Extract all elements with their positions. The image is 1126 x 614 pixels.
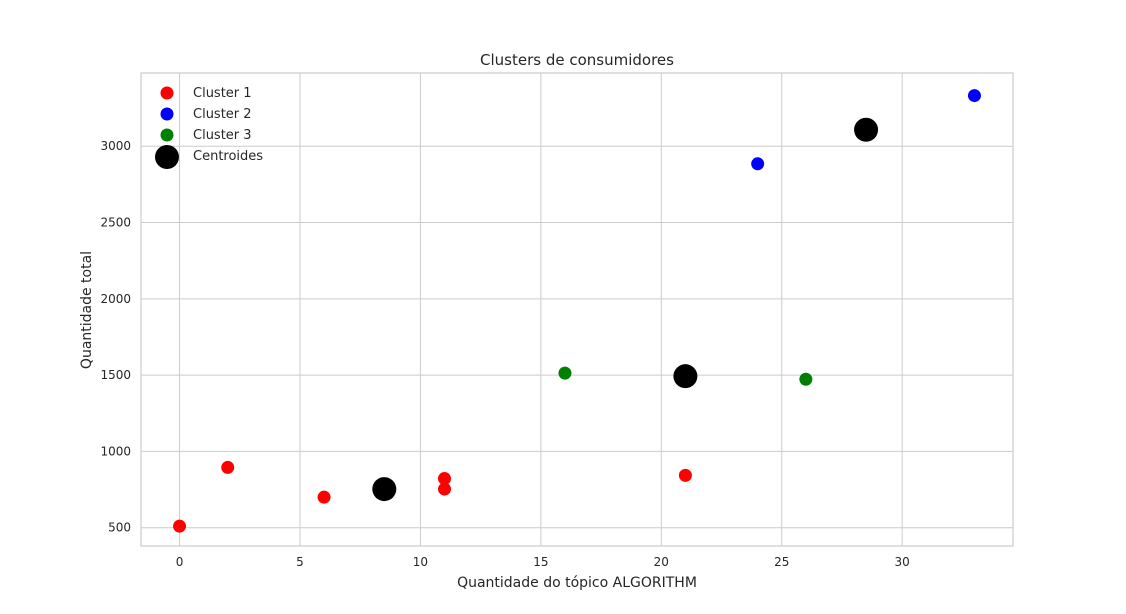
cluster-point bbox=[173, 519, 187, 533]
centroid-point bbox=[372, 477, 397, 502]
legend: Cluster 1 Cluster 2 Cluster 3 Centroides bbox=[155, 86, 263, 169]
plot-frame bbox=[140, 72, 1014, 547]
chart-title: Clusters de consumidores bbox=[480, 51, 674, 69]
cluster-point bbox=[558, 366, 572, 380]
legend-marker bbox=[160, 86, 174, 100]
x-axis-label: Quantidade do tópico ALGORITHM bbox=[457, 575, 697, 591]
y-tick-label: 500 bbox=[108, 521, 131, 535]
legend-marker bbox=[160, 107, 174, 121]
y-tick-label: 2500 bbox=[100, 216, 131, 230]
legend-label: Cluster 1 bbox=[193, 86, 252, 101]
y-tick-label: 1000 bbox=[100, 444, 131, 458]
x-tick-label: 15 bbox=[533, 555, 548, 569]
cluster-point bbox=[317, 490, 331, 504]
legend-label: Cluster 3 bbox=[193, 128, 252, 143]
centroid-point bbox=[854, 117, 879, 142]
cluster-point bbox=[438, 482, 452, 496]
y-axis-label: Quantidade total bbox=[79, 251, 95, 369]
y-tick-label: 1500 bbox=[100, 368, 131, 382]
cluster-point bbox=[438, 472, 452, 486]
y-tick-label: 2000 bbox=[100, 292, 131, 306]
x-tick-label: 5 bbox=[296, 555, 304, 569]
cluster-point bbox=[967, 89, 981, 103]
x-axis-ticks: 0 5 10 15 20 25 30 bbox=[176, 555, 910, 569]
x-tick-label: 10 bbox=[413, 555, 428, 569]
x-tick-label: 25 bbox=[774, 555, 789, 569]
legend-marker bbox=[155, 145, 179, 169]
centroid-point bbox=[673, 364, 698, 389]
cluster-point bbox=[751, 157, 765, 171]
cluster-point bbox=[678, 468, 692, 482]
x-tick-label: 0 bbox=[176, 555, 184, 569]
data-points bbox=[173, 89, 981, 533]
x-tick-label: 30 bbox=[895, 555, 910, 569]
legend-label: Cluster 2 bbox=[193, 107, 252, 122]
legend-marker bbox=[160, 128, 174, 142]
x-tick-label: 20 bbox=[654, 555, 669, 569]
y-tick-label: 3000 bbox=[100, 139, 131, 153]
legend-label: Centroides bbox=[193, 149, 263, 164]
cluster-point bbox=[799, 372, 813, 386]
y-axis-ticks: 500 1000 1500 2000 2500 3000 bbox=[100, 139, 131, 534]
cluster-point bbox=[221, 460, 235, 474]
grid-lines bbox=[141, 73, 1013, 546]
